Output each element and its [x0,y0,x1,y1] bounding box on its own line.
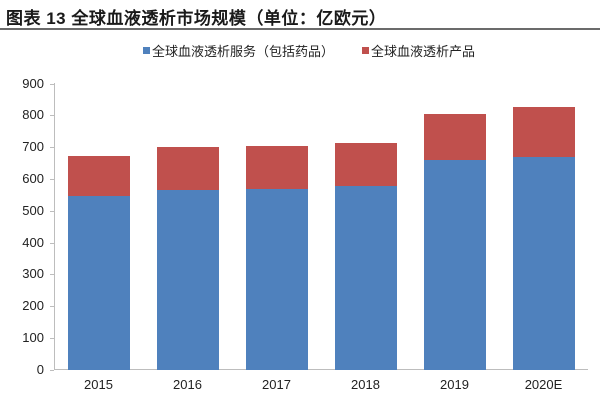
bar-services [513,157,575,370]
legend-swatch-icon [362,47,370,54]
y-tick-mark [50,179,54,180]
legend-swatch-icon [143,47,150,54]
y-tick-mark [50,370,54,371]
legend-item: 全球血液透析产品 [362,41,475,60]
x-tick-label: 2018 [351,377,380,392]
x-tick-label: 2019 [440,377,469,392]
y-tick-mark [50,84,54,85]
y-tick-label: 700 [22,139,44,155]
y-tick-mark [50,115,54,116]
y-tick-mark [50,306,54,307]
bar-services [246,189,308,370]
y-tick-label: 100 [22,329,44,345]
y-tick-label: 800 [22,107,44,123]
legend-label: 全球血液透析服务（包括药品） [152,45,335,60]
y-tick-label: 500 [22,202,44,218]
y-tick-label: 300 [22,266,44,282]
bar-services [335,186,397,370]
y-tick-label: 200 [22,298,44,314]
bar-products [246,145,308,190]
y-tick-label: 400 [22,234,44,250]
y-tick-mark [50,274,54,275]
bar-products [513,107,575,158]
y-tick-mark [50,243,54,244]
y-tick-label: 0 [36,361,44,377]
y-axis-line [54,83,55,370]
bar-products [424,113,486,161]
title-divider [0,28,600,30]
legend-item: 全球血液透析服务（包括药品） [143,41,334,60]
y-tick-mark [50,211,54,212]
x-axis-line [54,369,588,370]
y-tick-label: 900 [22,75,44,91]
y-tick-mark [50,147,54,148]
bar-services [157,190,219,370]
bar-services [424,160,486,370]
x-tick-label: 2015 [84,377,113,392]
x-tick-label: 2016 [173,377,202,392]
y-tick-mark [50,338,54,339]
chart-title: 图表 13 全球血液透析市场规模（单位：亿欧元） [6,9,387,28]
x-tick-label: 2020E [524,377,563,392]
bar-products [335,142,397,186]
bar-products [68,156,130,196]
y-tick-label: 600 [22,171,44,187]
legend: 全球血液透析服务（包括药品） 全球血液透析产品 [143,41,503,60]
x-tick-label: 2017 [262,377,291,392]
bar-services [68,195,130,370]
legend-label: 全球血液透析产品 [371,45,476,60]
bar-products [157,146,219,191]
